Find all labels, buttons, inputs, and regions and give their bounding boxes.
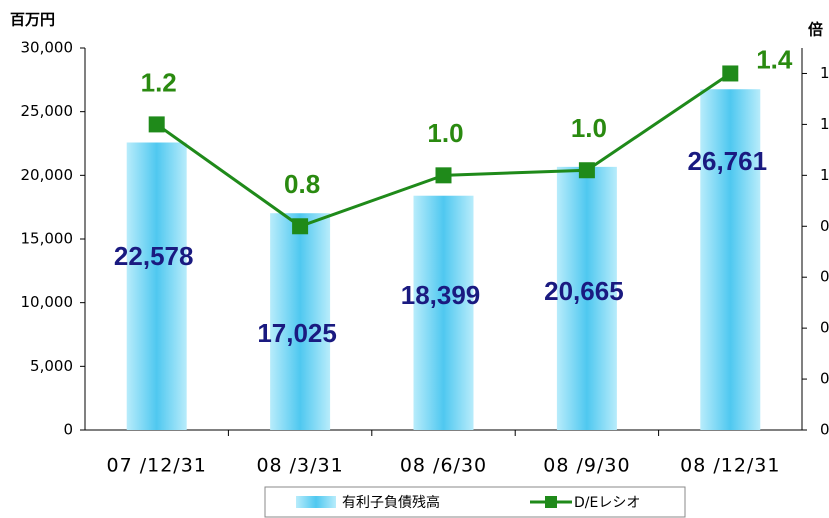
y2-axis-label: 倍 [808,21,823,39]
y2-tick-label: 1 [820,64,829,82]
bar-value-label: 18,399 [401,280,481,310]
bar-value-label: 26,761 [688,146,768,176]
y-tick-label: 15,000 [21,230,74,248]
line-marker [292,218,309,235]
bar [126,142,187,430]
line-marker [578,162,595,179]
line-marker [148,116,165,133]
y-tick-label: 25,000 [21,102,74,120]
bar-value-label: 22,578 [114,241,194,271]
legend-label: 有利子負債残高 [342,494,440,511]
y2-tick-label: 0 [820,217,829,235]
y-tick-label: 5,000 [30,357,73,375]
legend-swatch [545,496,557,508]
y-tick-label: 20,000 [21,166,74,184]
bar [700,89,761,431]
x-tick-label: 08 /3/31 [256,455,343,477]
line-marker [435,167,452,184]
bar [556,166,617,430]
bar-value-label: 17,025 [257,318,337,348]
bar [413,195,474,430]
line-value-label: 1.0 [427,118,463,148]
x-tick-label: 08 /6/30 [400,455,487,477]
y-tick-label: 0 [63,421,73,439]
legend-swatch [296,496,336,508]
line-marker [722,65,739,82]
y2-tick-label: 0 [820,268,829,286]
x-tick-label: 08 /9/30 [543,455,630,477]
line-value-label: 1.4 [756,44,793,74]
y2-tick-label: 0 [820,421,829,439]
x-tick-label: 08 /12/31 [680,455,780,477]
bar-value-label: 20,665 [544,276,624,306]
line-value-label: 0.8 [284,169,320,199]
y2-tick-label: 0 [820,370,829,388]
y2-tick-label: 1 [820,166,829,184]
y-tick-label: 10,000 [21,293,74,311]
y2-tick-label: 0 [820,319,829,337]
legend-label: D/Eレシオ [574,495,640,511]
bar [270,213,331,430]
line-value-label: 1.0 [571,113,607,143]
y-axis-label: 百万円 [10,11,55,29]
y-tick-label: 30,000 [21,39,74,57]
line-value-label: 1.2 [141,67,177,97]
x-tick-label: 07 /12/31 [107,455,207,477]
y2-tick-label: 1 [820,115,829,133]
